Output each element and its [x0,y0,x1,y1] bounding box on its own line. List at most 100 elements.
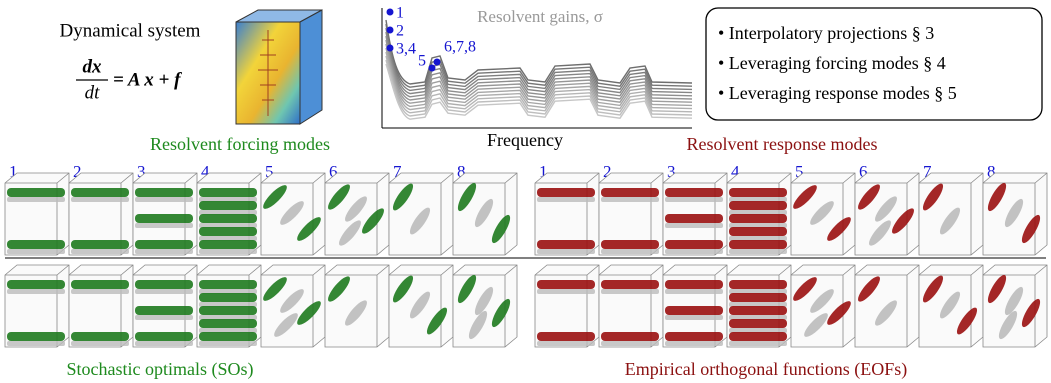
mode-tile [790,173,855,255]
mode-structure [665,214,723,223]
mode-tile [727,173,791,255]
mode-tile [5,265,69,347]
so-title: Stochastic optimals (SOs) [67,359,254,380]
section-item: • Leveraging response modes § 5 [718,83,957,103]
mode-structure [537,240,595,249]
mode-structure [729,332,787,341]
mode-tile [197,173,261,255]
eq-denominator: dt [85,82,101,103]
mode-structure-ghost [71,249,129,254]
system-label: Dynamical system [60,20,201,41]
mode-structure [71,240,129,249]
mode-structure [199,319,257,328]
mode-structure [199,332,257,341]
forcing-title: Resolvent forcing modes [150,134,330,154]
mode-tile [389,265,453,347]
mode-tile [535,265,599,347]
gain-point [429,65,436,72]
mode-structure-ghost [135,289,193,294]
mode-structure [135,306,193,315]
gain-point-label: 6,7,8 [444,39,476,56]
eq-rhs: = A x + f [113,69,182,90]
mode-structure [729,306,787,315]
mode-structure [729,240,787,249]
mode-structure-ghost [135,341,193,346]
gain-point-label: 3,4 [396,41,416,58]
mode-structure [135,280,193,289]
mode-tile [663,265,727,347]
mode-tile [535,173,599,255]
mode-tile [983,173,1047,255]
mode-tile [133,173,197,255]
mode-tile [260,173,325,255]
mode-structure [601,188,659,197]
mode-structure-ghost [601,289,659,294]
mode-structure-ghost [729,249,787,254]
mode-tile [197,265,261,347]
mode-structure [135,240,193,249]
mode-structure [199,201,257,210]
mode-tile [453,173,517,255]
mode-tile [5,173,69,255]
response-title: Resolvent response modes [687,134,878,154]
mode-structure [729,214,787,223]
mode-structure-ghost [135,249,193,254]
mode-structure [7,188,65,197]
mode-tile [599,173,663,255]
flow-cube [236,10,322,124]
mode-structure [135,332,193,341]
mode-tile [599,265,663,347]
gain-point-label: 1 [396,5,404,22]
mode-tile [133,265,197,347]
mode-structure-ghost [537,197,595,202]
mode-structure-ghost [601,197,659,202]
section-item: • Interpolatory projections § 3 [718,23,934,43]
mode-structure-ghost [537,289,595,294]
mode-structure [537,280,595,289]
mode-structure [199,280,257,289]
mode-structure-ghost [71,289,129,294]
mode-structure-ghost [7,289,65,294]
mode-structure-ghost [537,249,595,254]
mode-structure [729,280,787,289]
mode-structure-ghost [665,315,723,320]
mode-structure [199,188,257,197]
mode-tile [727,265,791,347]
mode-structure-ghost [601,341,659,346]
mode-tile [260,265,325,347]
mode-structure [729,319,787,328]
mode-tile [983,265,1047,347]
mode-structure-ghost [7,249,65,254]
section-item: • Leveraging forcing modes § 4 [718,53,946,73]
eq-numerator: dx [83,56,103,77]
mode-structure [135,214,193,223]
mode-structure-ghost [71,197,129,202]
mode-tile [663,173,727,255]
mode-structure [665,332,723,341]
mode-tile [325,265,389,347]
mode-structure [199,214,257,223]
gain-point [387,45,394,52]
mode-structure [7,240,65,249]
mode-structure [71,188,129,197]
mode-tile [325,173,389,255]
eof-title: Empirical orthogonal functions (EOFs) [625,359,907,380]
gain-point [434,59,441,66]
mode-tile [69,265,133,347]
gain-point [387,9,394,16]
mode-structure-ghost [537,341,595,346]
gain-point-label: 5 [418,53,426,70]
mode-structure-ghost [199,249,257,254]
mode-tile [790,265,855,347]
mode-tile [919,173,983,255]
mode-tile [855,265,919,347]
mode-tile [919,265,983,347]
mode-structure-ghost [7,197,65,202]
mode-structure [729,227,787,236]
mode-structure-ghost [71,341,129,346]
mode-structure-ghost [665,289,723,294]
mode-structure [665,306,723,315]
mode-structure [199,227,257,236]
mode-structure-ghost [665,341,723,346]
mode-structure-ghost [665,223,723,228]
